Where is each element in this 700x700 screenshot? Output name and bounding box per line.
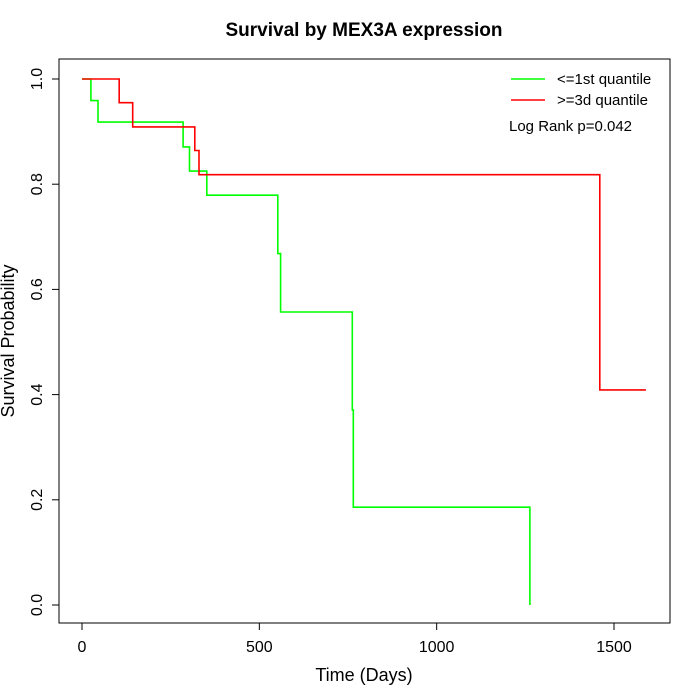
legend: <=1st quantile >=3d quantile bbox=[511, 71, 651, 109]
x-tick-label: 0 bbox=[78, 639, 87, 656]
series-line-1 bbox=[82, 78, 646, 391]
x-axis-label: Time (Days) bbox=[315, 665, 412, 685]
x-tick-label: 1000 bbox=[419, 639, 455, 656]
x-tick-label: 500 bbox=[246, 639, 273, 656]
y-axis: 0.0 0.2 0.4 0.6 0.8 1.0 bbox=[29, 68, 60, 616]
y-tick-label: 0.2 bbox=[29, 489, 46, 511]
y-tick-label: 0.8 bbox=[29, 173, 46, 195]
y-tick-label: 1.0 bbox=[29, 68, 46, 90]
x-axis: 0 500 1000 1500 bbox=[78, 622, 632, 656]
plot-frame bbox=[58, 58, 671, 624]
series-line-0 bbox=[82, 78, 531, 605]
y-axis-label: Survival Probability bbox=[0, 264, 18, 417]
y-tick-label: 0.6 bbox=[29, 278, 46, 300]
legend-label: <=1st quantile bbox=[557, 71, 651, 88]
x-tick-label: 1500 bbox=[596, 639, 632, 656]
chart-title: Survival by MEX3A expression bbox=[225, 20, 502, 41]
log-rank-annotation: Log Rank p=0.042 bbox=[509, 118, 632, 135]
legend-label: >=3d quantile bbox=[557, 92, 648, 109]
y-tick-label: 0.0 bbox=[29, 594, 46, 616]
y-tick-label: 0.4 bbox=[29, 383, 46, 405]
series-layer bbox=[82, 78, 646, 605]
